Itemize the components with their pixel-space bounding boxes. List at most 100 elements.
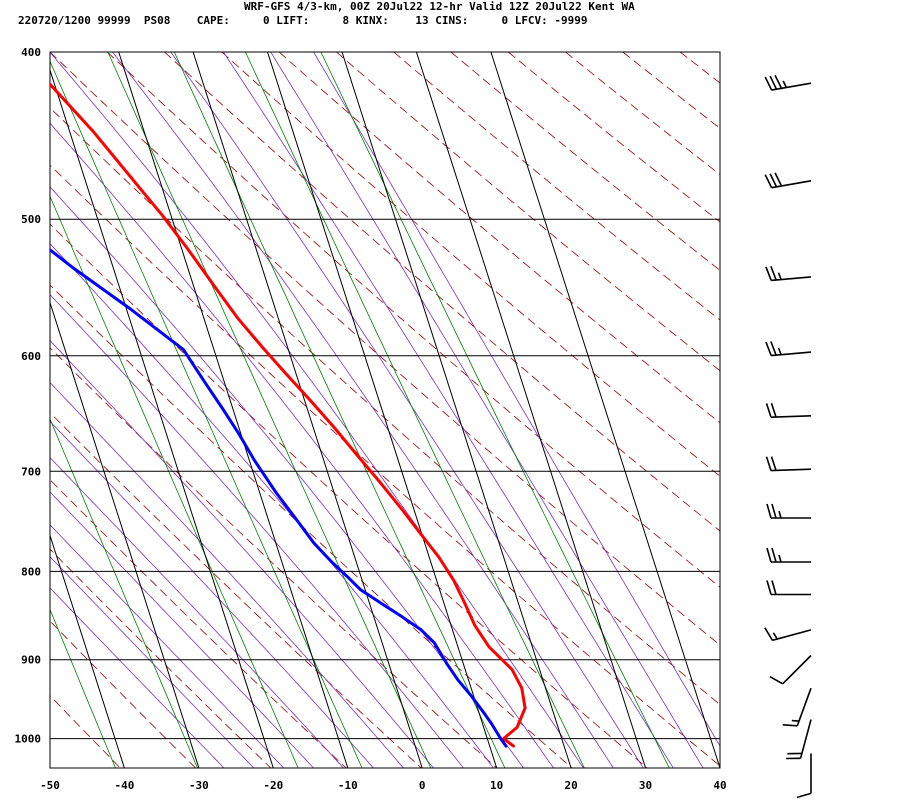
wind-barb-feather <box>771 503 777 519</box>
dry-adiabat <box>50 479 347 768</box>
wind-barb-feather <box>764 174 773 189</box>
wind-barb-feather <box>770 456 777 471</box>
wind-barb-feather <box>770 266 777 281</box>
wind-barb-feather <box>766 580 772 595</box>
dry-adiabat <box>336 52 720 372</box>
wind-barb-feather <box>765 456 772 471</box>
wind-barb-feather <box>769 676 784 685</box>
wind-barb-staff <box>771 351 812 357</box>
moist-adiabat <box>50 294 465 768</box>
wind-barb-feather <box>770 402 777 418</box>
wind-barb-half-feather <box>777 272 782 280</box>
moist-adiabat <box>50 556 255 768</box>
dry-adiabat <box>50 52 720 646</box>
x-tick-label: -20 <box>263 779 283 792</box>
wind-barb-feather <box>766 547 772 563</box>
wind-barb-staff <box>782 654 812 685</box>
mixing-ratio-line <box>245 52 585 768</box>
isotherm <box>267 52 498 768</box>
wind-barb-feather <box>771 580 777 595</box>
dry-adiabat <box>507 52 720 223</box>
y-tick-label: 900 <box>21 654 41 667</box>
dewpoint-profile <box>50 247 508 748</box>
dry-adiabat <box>278 52 720 424</box>
y-tick-label: 1000 <box>15 733 42 746</box>
chart-title: WRF-GFS 4/3-km, 00Z 20Jul22 12-hr Valid … <box>244 0 635 13</box>
dry-adiabat <box>50 548 272 768</box>
moist-adiabat <box>50 457 345 768</box>
moist-adiabat <box>50 524 285 768</box>
dry-adiabat <box>50 620 196 768</box>
wind-barb-staff <box>771 180 812 189</box>
mixing-ratio-line <box>50 60 363 768</box>
x-tick-label: 0 <box>419 779 426 792</box>
wind-barb-feather <box>765 341 772 356</box>
wind-barb-half-feather <box>777 347 782 355</box>
wind-barb <box>765 456 812 472</box>
isotherm <box>118 52 349 768</box>
moist-adiabat <box>270 52 704 768</box>
isotherm <box>415 52 647 768</box>
moist-adiabat <box>313 52 720 747</box>
wind-barb <box>765 266 812 282</box>
x-tick-label: -50 <box>40 779 60 792</box>
isotherm <box>341 52 572 768</box>
x-tick-label: -10 <box>338 779 358 792</box>
moist-adiabat <box>170 52 644 768</box>
wind-barb <box>764 627 812 642</box>
wind-barb-feather <box>765 266 772 281</box>
dry-adiabat <box>679 52 720 84</box>
wind-barb-staff <box>771 276 812 282</box>
moist-adiabat <box>50 587 225 768</box>
dry-adiabat <box>450 52 720 271</box>
dry-adiabat <box>393 52 720 321</box>
moist-adiabat <box>50 340 435 768</box>
wind-barb-feather <box>764 627 774 641</box>
wind-barb-feather <box>770 341 777 356</box>
wind-barb <box>764 172 812 189</box>
temperature-profile <box>50 82 527 748</box>
mixing-ratio-line <box>173 52 506 768</box>
wind-barb-feather <box>774 172 783 187</box>
mixing-ratio-line <box>50 608 116 768</box>
moist-adiabat <box>50 382 405 768</box>
wind-barb-staff <box>796 687 812 727</box>
x-tick-label: 10 <box>490 779 503 792</box>
mixing-ratio-line <box>320 52 670 768</box>
wind-barb-feather <box>769 173 778 188</box>
dry-adiabat <box>221 52 720 477</box>
x-tick-label: 40 <box>713 779 726 792</box>
x-tick-label: -30 <box>189 779 209 792</box>
isotherm <box>50 533 125 768</box>
mixing-ratio-line <box>50 195 299 768</box>
wind-barb-feather <box>769 75 778 90</box>
wind-barb-half-feather <box>772 632 778 640</box>
wind-barb <box>764 74 812 91</box>
dry-adiabat <box>164 52 720 532</box>
station-indices-line: 220720/1200 99999 PS08 CAPE: 0 LIFT: 8 K… <box>18 14 588 27</box>
wind-barb <box>765 341 812 357</box>
dry-adiabat <box>50 164 720 767</box>
isotherm <box>50 301 200 768</box>
moist-adiabat <box>112 52 614 768</box>
wind-barb-staff <box>771 82 812 91</box>
wind-barb-half-feather <box>778 510 782 519</box>
wind-barb-feather <box>796 792 812 799</box>
dry-adiabat <box>50 412 422 768</box>
wind-barb-feather <box>765 403 772 418</box>
y-tick-label: 500 <box>21 213 41 226</box>
dry-adiabat <box>50 107 720 706</box>
y-tick-label: 600 <box>21 350 41 363</box>
dry-adiabat <box>737 52 900 768</box>
x-tick-label: 20 <box>564 779 577 792</box>
wind-barb-feather <box>771 547 777 563</box>
wind-barb <box>796 753 812 799</box>
dry-adiabat <box>622 52 720 129</box>
wind-barb <box>766 547 811 563</box>
wind-barb-staff <box>770 468 812 472</box>
mixing-ratio-line <box>50 418 198 768</box>
wind-barb-feather <box>764 76 773 91</box>
x-tick-label: 30 <box>639 779 652 792</box>
x-tick-label: -40 <box>115 779 135 792</box>
